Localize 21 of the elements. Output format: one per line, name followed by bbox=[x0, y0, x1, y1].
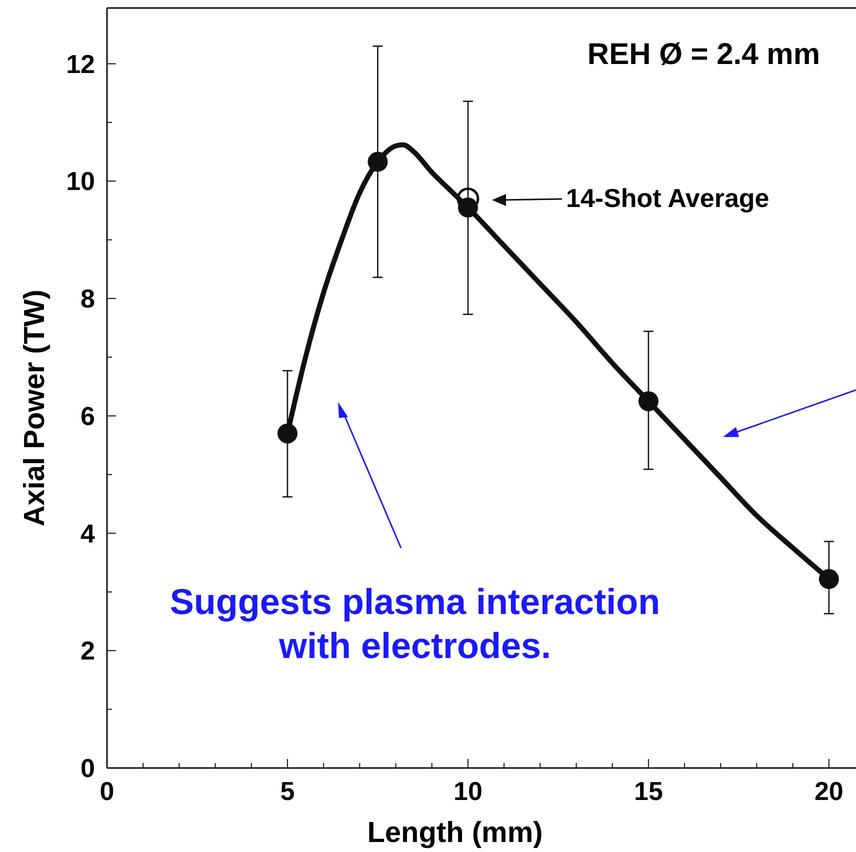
point bbox=[638, 391, 658, 412]
y-tick-label: 2 bbox=[80, 636, 95, 666]
x-tick-label: 20 bbox=[814, 776, 844, 806]
y-tick-label: 6 bbox=[80, 400, 95, 431]
x-tick-label: 10 bbox=[454, 776, 482, 806]
annotation: Suggests plasma interaction with electrodes. bbox=[170, 581, 660, 666]
y-tick-label: 12 bbox=[66, 48, 95, 79]
point bbox=[368, 152, 388, 172]
y-tick-label: 10 bbox=[66, 166, 95, 196]
annotation: 14-Shot Average bbox=[566, 183, 770, 213]
y-axis-title: Axial Power (TW) bbox=[19, 290, 51, 526]
y-tick-label: 8 bbox=[80, 284, 95, 314]
x-axis-title: Length (mm) bbox=[367, 817, 543, 849]
annotation: REH Ø = 2.4 mm bbox=[587, 38, 820, 71]
x-tick-label: 15 bbox=[634, 776, 663, 806]
y-tick-label: 0 bbox=[80, 753, 95, 783]
point bbox=[818, 569, 839, 590]
x-tick-label: 5 bbox=[280, 776, 295, 806]
x-tick-label: 0 bbox=[100, 776, 114, 806]
point bbox=[277, 423, 298, 444]
y-tick-label: 4 bbox=[80, 518, 96, 548]
